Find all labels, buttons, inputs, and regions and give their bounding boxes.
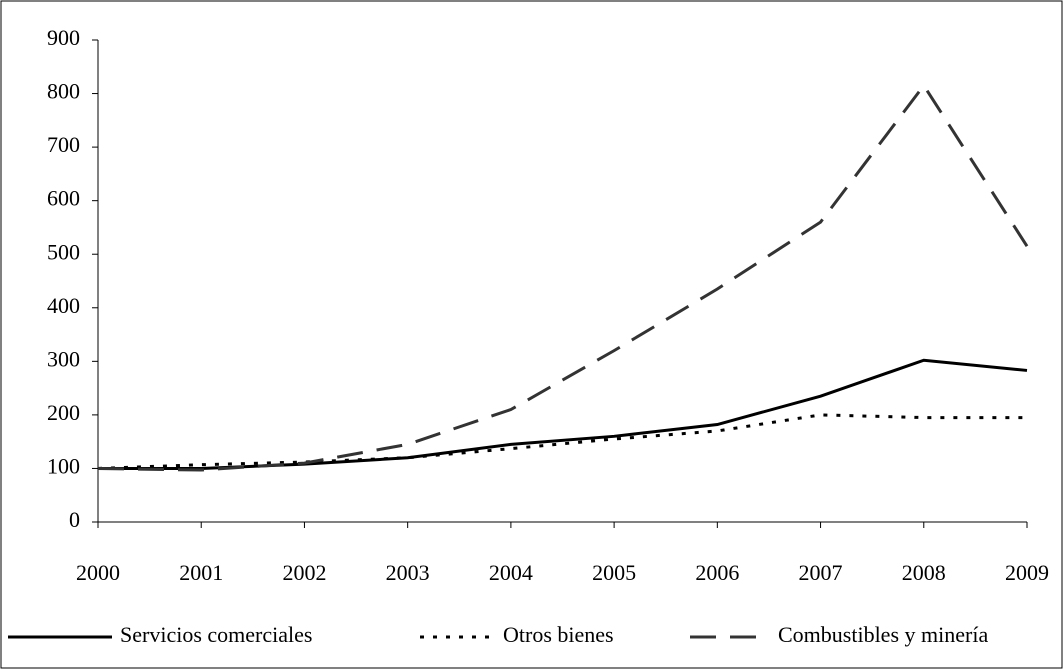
x-tick-label: 2008	[902, 560, 946, 585]
series-line	[98, 358, 1028, 470]
y-tick-label: 700	[47, 132, 80, 157]
y-tick-label: 900	[47, 25, 80, 50]
y-tick-label: 200	[47, 400, 80, 425]
y-tick-label: 100	[47, 453, 80, 478]
x-tick-label: 2009	[1005, 560, 1049, 585]
y-tick-label: 300	[47, 346, 80, 371]
x-tick-label: 2007	[799, 560, 843, 585]
y-tick-label: 400	[47, 293, 80, 318]
x-tick-label: 2004	[489, 560, 533, 585]
legend-label: Otros bienes	[503, 622, 614, 647]
x-tick-label: 2005	[592, 560, 636, 585]
x-tick-label: 2002	[282, 560, 326, 585]
legend-label: Servicios comerciales	[120, 622, 312, 647]
y-tick-label: 500	[47, 239, 80, 264]
y-tick-label: 0	[69, 507, 80, 532]
y-tick-label: 800	[47, 79, 80, 104]
legend-label: Combustibles y minería	[778, 622, 988, 647]
x-tick-label: 2003	[386, 560, 430, 585]
x-tick-label: 2001	[179, 560, 223, 585]
x-tick-label: 2006	[695, 560, 739, 585]
x-tick-label: 2000	[76, 560, 120, 585]
y-tick-label: 600	[47, 186, 80, 211]
